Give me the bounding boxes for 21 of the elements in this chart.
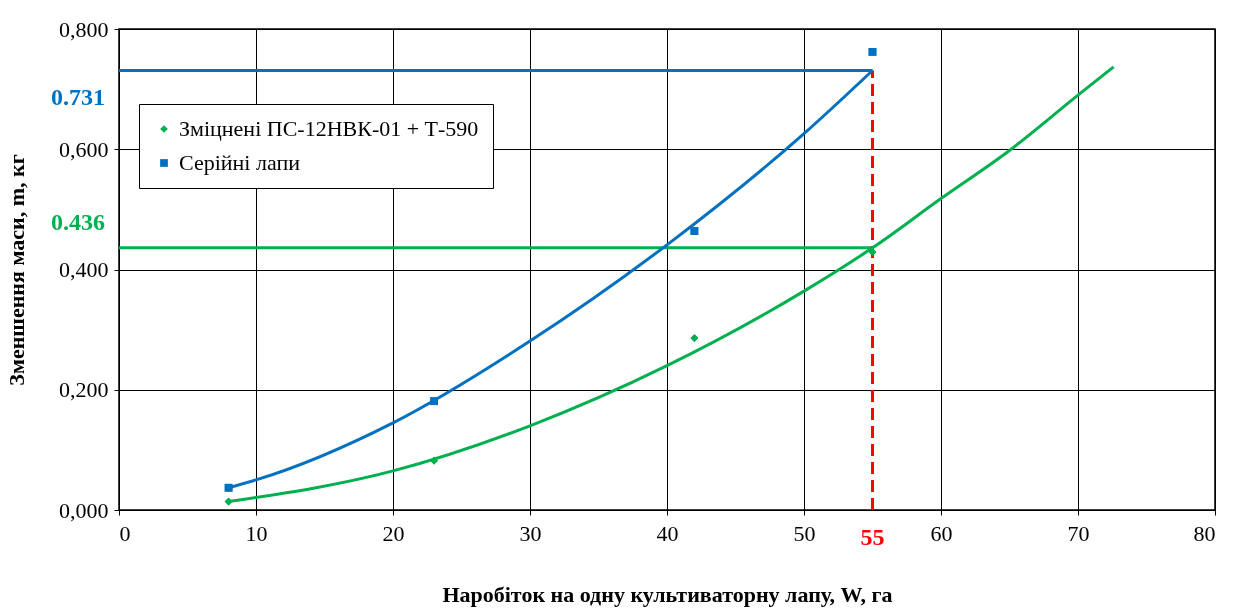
y-tick-label: 0,200 — [59, 377, 109, 403]
y-tick-label: 0,400 — [59, 257, 109, 282]
legend-label: Серійні лапи — [179, 150, 301, 175]
y-tick-label: 0,000 — [59, 497, 109, 523]
ref-line-label: 0.731 — [51, 84, 105, 111]
y-tick-label: 0,600 — [59, 136, 109, 162]
x-tick-label: 80 — [1193, 520, 1216, 546]
x-tick-label: 10 — [245, 520, 268, 546]
x-tick-label: 0 — [119, 520, 131, 546]
y-tick-label: 0,800 — [59, 16, 109, 42]
ref-line-label: 55 — [860, 524, 885, 550]
y-axis-title: Зменшення маси, m, кг — [4, 154, 29, 386]
x-tick-label: 70 — [1067, 520, 1090, 546]
x-tick-label: 30 — [519, 520, 542, 546]
x-tick-label: 20 — [382, 520, 405, 546]
x-tick-label: 50 — [793, 520, 816, 546]
legend-label: Зміцнені ПС-12НВК-01 + Т-590 — [179, 116, 479, 141]
x-tick-label: 40 — [656, 520, 679, 546]
ref-line-label: 0.436 — [51, 208, 105, 235]
x-axis-title: Наробіток на одну культиваторну лапу, W, га — [442, 581, 893, 607]
x-tick-label: 60 — [930, 520, 953, 546]
